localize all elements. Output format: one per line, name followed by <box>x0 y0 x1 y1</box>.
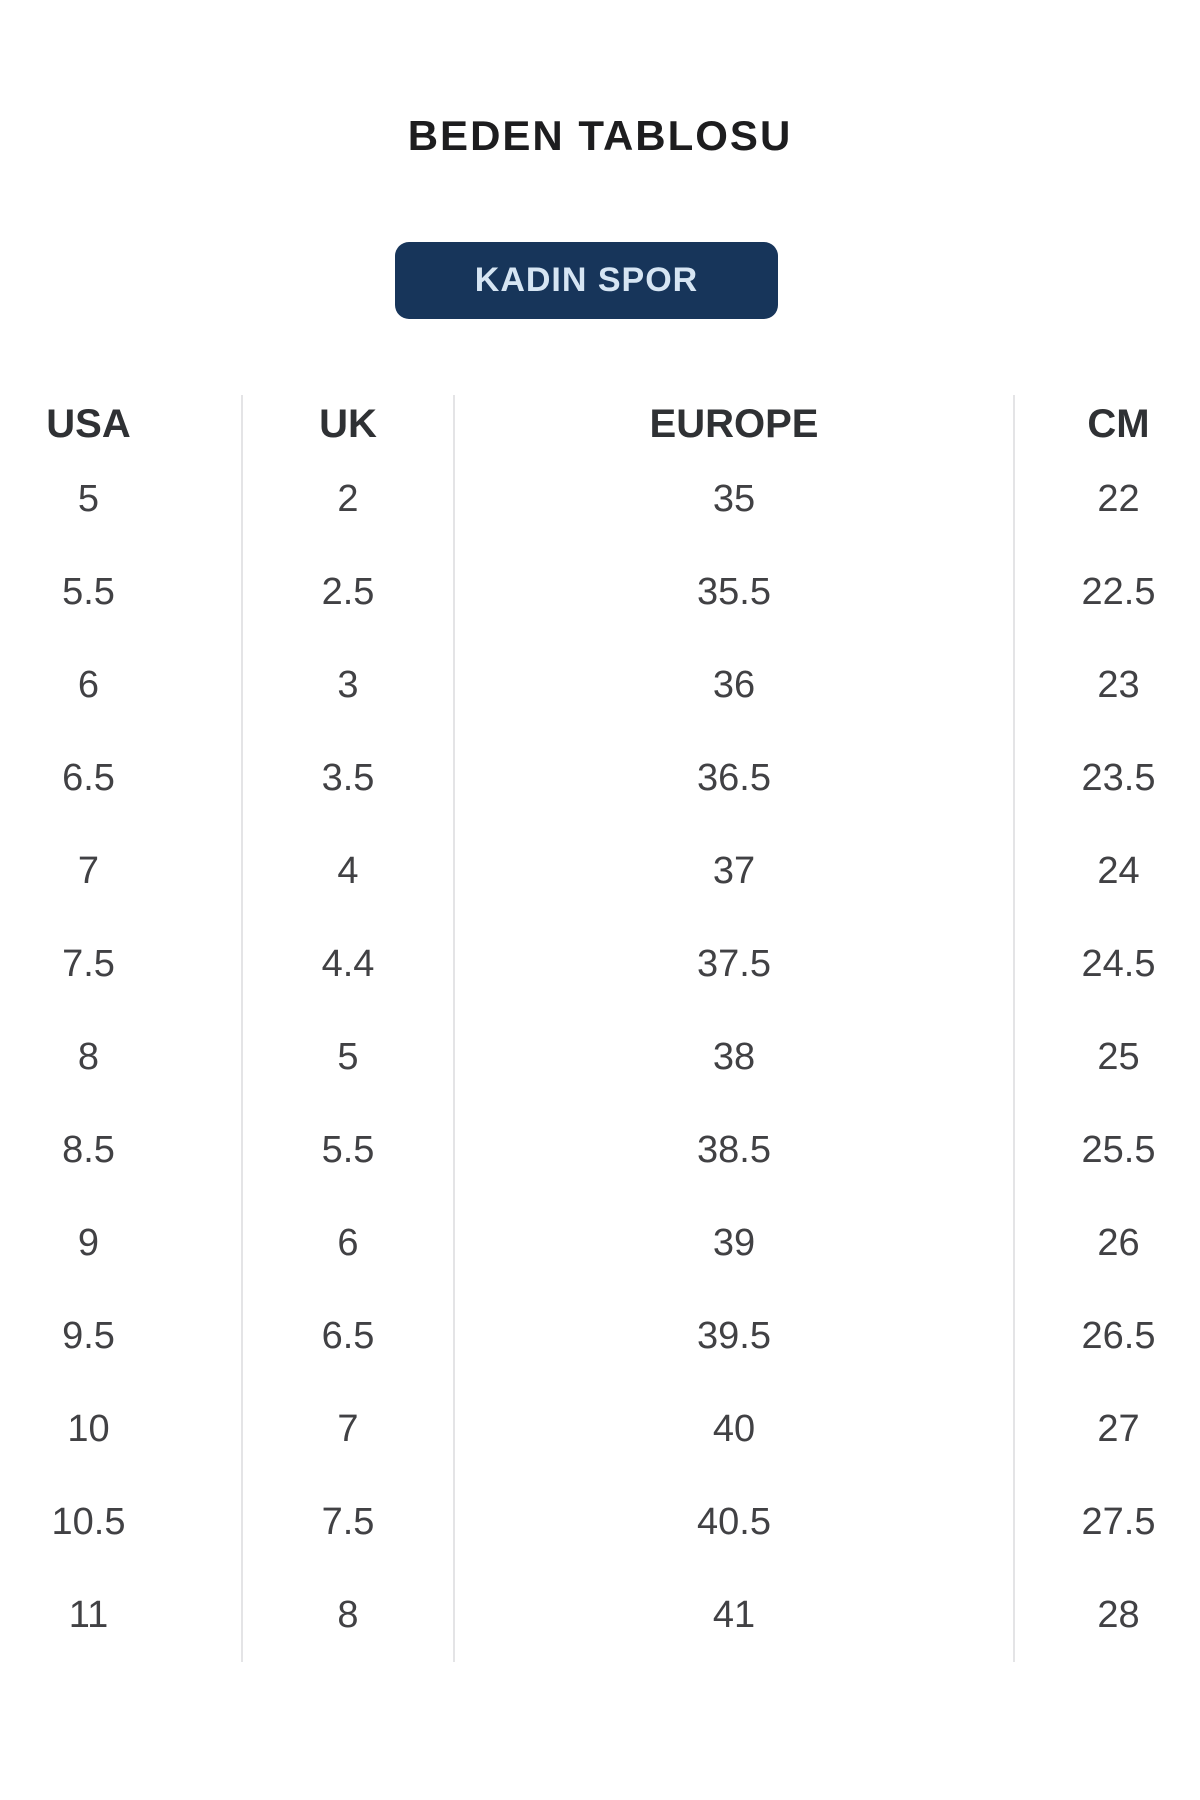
table-row: 10.5 7.5 40.5 27.5 <box>0 1476 1200 1569</box>
column-header-uk: UK <box>242 395 455 453</box>
size-cell: 4.4 <box>242 918 455 1011</box>
size-cell: 24.5 <box>1014 918 1200 1011</box>
size-cell: 24 <box>1014 825 1200 918</box>
size-cell: 7 <box>0 825 243 918</box>
table-row: 5 2 35 22 <box>0 453 1200 546</box>
size-cell: 35 <box>454 453 1015 546</box>
size-cell: 22.5 <box>1014 546 1200 639</box>
table-row: 6.5 3.5 36.5 23.5 <box>0 732 1200 825</box>
size-cell: 25.5 <box>1014 1104 1200 1197</box>
size-cell: 38.5 <box>454 1104 1015 1197</box>
size-cell: 39.5 <box>454 1290 1015 1383</box>
size-cell: 40 <box>454 1383 1015 1476</box>
size-table-header-row: USA UK EUROPE CM <box>0 395 1200 453</box>
size-cell: 6 <box>242 1197 455 1290</box>
size-cell: 26 <box>1014 1197 1200 1290</box>
size-cell: 2 <box>242 453 455 546</box>
size-cell: 35.5 <box>454 546 1015 639</box>
table-row: 7 4 37 24 <box>0 825 1200 918</box>
size-cell: 6.5 <box>0 732 243 825</box>
table-row: 8.5 5.5 38.5 25.5 <box>0 1104 1200 1197</box>
size-cell: 37 <box>454 825 1015 918</box>
size-cell: 39 <box>454 1197 1015 1290</box>
size-cell: 5 <box>242 1011 455 1104</box>
size-cell: 23.5 <box>1014 732 1200 825</box>
size-cell: 38 <box>454 1011 1015 1104</box>
table-row: 10 7 40 27 <box>0 1383 1200 1476</box>
size-cell: 28 <box>1014 1569 1200 1662</box>
size-cell: 10.5 <box>0 1476 243 1569</box>
size-cell: 36 <box>454 639 1015 732</box>
size-cell: 10 <box>0 1383 243 1476</box>
size-cell: 3.5 <box>242 732 455 825</box>
size-cell: 4 <box>242 825 455 918</box>
size-cell: 23 <box>1014 639 1200 732</box>
size-cell: 5.5 <box>242 1104 455 1197</box>
size-cell: 8.5 <box>0 1104 243 1197</box>
size-cell: 26.5 <box>1014 1290 1200 1383</box>
size-cell: 9 <box>0 1197 243 1290</box>
size-cell: 2.5 <box>242 546 455 639</box>
size-cell: 9.5 <box>0 1290 243 1383</box>
table-row: 7.5 4.4 37.5 24.5 <box>0 918 1200 1011</box>
table-row: 8 5 38 25 <box>0 1011 1200 1104</box>
size-cell: 40.5 <box>454 1476 1015 1569</box>
table-row: 11 8 41 28 <box>0 1569 1200 1662</box>
size-cell: 27.5 <box>1014 1476 1200 1569</box>
size-table-body: 5 2 35 22 5.5 2.5 35.5 22.5 6 3 36 23 6.5 3.5 36.5 23.5… <box>0 453 1200 1662</box>
column-header-europe: EUROPE <box>454 395 1015 453</box>
size-cell: 41 <box>454 1569 1015 1662</box>
table-row: 9.5 6.5 39.5 26.5 <box>0 1290 1200 1383</box>
size-table: USA UK EUROPE CM 5 2 35 22 5.5 2.5 35.5 22.5 6 3 36 23… <box>0 395 1200 1662</box>
size-cell: 3 <box>242 639 455 732</box>
size-cell: 7 <box>242 1383 455 1476</box>
size-cell: 8 <box>242 1569 455 1662</box>
size-cell: 7.5 <box>0 918 243 1011</box>
size-cell: 22 <box>1014 453 1200 546</box>
size-cell: 5.5 <box>0 546 243 639</box>
size-cell: 7.5 <box>242 1476 455 1569</box>
category-button[interactable]: KADIN SPOR <box>395 242 778 319</box>
size-cell: 25 <box>1014 1011 1200 1104</box>
table-row: 9 6 39 26 <box>0 1197 1200 1290</box>
page-title: BEDEN TABLOSU <box>407 112 793 159</box>
column-header-cm: CM <box>1014 395 1200 453</box>
size-cell: 27 <box>1014 1383 1200 1476</box>
size-cell: 36.5 <box>454 732 1015 825</box>
size-cell: 8 <box>0 1011 243 1104</box>
table-row: 5.5 2.5 35.5 22.5 <box>0 546 1200 639</box>
size-cell: 37.5 <box>454 918 1015 1011</box>
size-cell: 5 <box>0 453 243 546</box>
column-header-usa: USA <box>0 395 243 453</box>
size-cell: 6.5 <box>242 1290 455 1383</box>
size-cell: 6 <box>0 639 243 732</box>
size-cell: 11 <box>0 1569 243 1662</box>
table-row: 6 3 36 23 <box>0 639 1200 732</box>
